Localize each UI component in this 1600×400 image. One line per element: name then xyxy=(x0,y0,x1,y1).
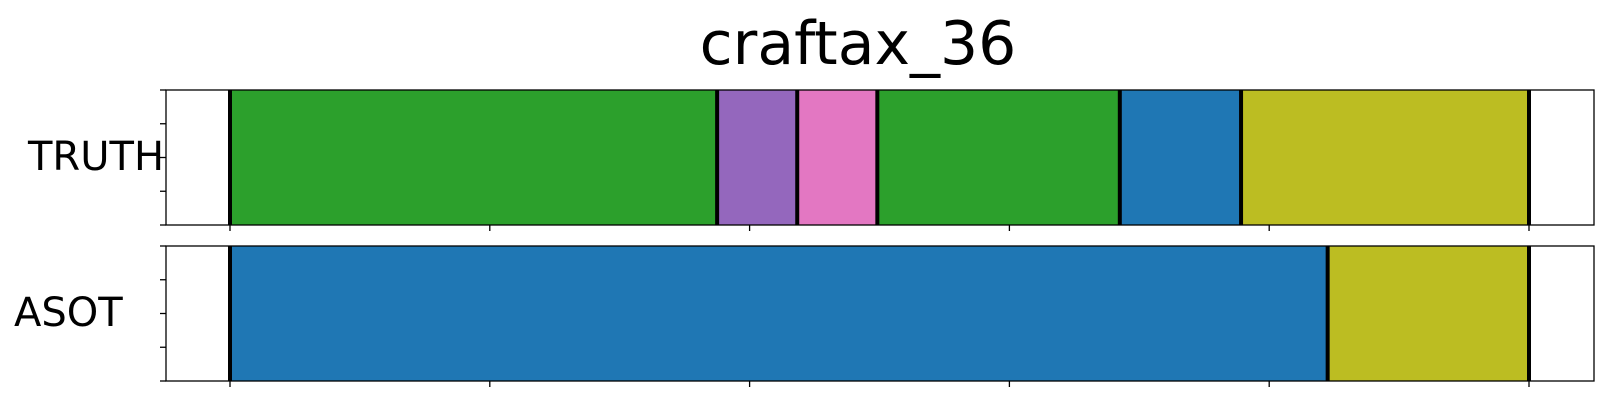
rows-layer: TRUTH ASOT xyxy=(14,89,1595,387)
segment-truth-0 xyxy=(230,90,718,225)
segment-truth-3 xyxy=(877,90,1120,225)
segment-asot-0 xyxy=(230,246,1328,381)
row-label-asot: ASOT xyxy=(14,290,123,336)
segment-truth-4 xyxy=(1119,90,1242,225)
segment-truth-5 xyxy=(1241,90,1529,225)
row-label-truth: TRUTH xyxy=(27,134,164,180)
segment-truth-2 xyxy=(797,90,878,225)
chart-title: craftax_36 xyxy=(700,9,1017,79)
segment-asot-1 xyxy=(1327,246,1529,381)
segment-truth-1 xyxy=(717,90,798,225)
